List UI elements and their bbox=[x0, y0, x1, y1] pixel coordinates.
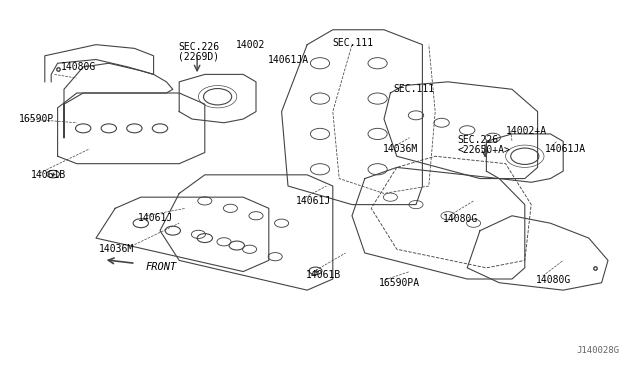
Text: 14061B: 14061B bbox=[31, 170, 66, 180]
Text: 14061J: 14061J bbox=[138, 213, 173, 222]
Text: <22650+A>: <22650+A> bbox=[458, 145, 511, 154]
Text: 14061JA: 14061JA bbox=[545, 144, 586, 154]
Text: 14061JA: 14061JA bbox=[268, 55, 308, 64]
Text: 14002+A: 14002+A bbox=[506, 126, 547, 136]
Text: 14036M: 14036M bbox=[99, 244, 134, 254]
Text: 14080G: 14080G bbox=[61, 62, 96, 72]
Text: 14080G: 14080G bbox=[536, 275, 572, 285]
Text: 16590PA: 16590PA bbox=[379, 279, 420, 288]
Text: SEC.226: SEC.226 bbox=[178, 42, 219, 51]
Text: 14061J: 14061J bbox=[296, 196, 331, 206]
Text: 14061B: 14061B bbox=[306, 270, 341, 279]
Text: 14002: 14002 bbox=[236, 41, 265, 50]
Text: FRONT: FRONT bbox=[146, 262, 177, 272]
Text: 14080G: 14080G bbox=[443, 214, 478, 224]
Text: J140028G: J140028G bbox=[576, 346, 619, 355]
Text: SEC.111: SEC.111 bbox=[394, 84, 435, 94]
Text: SEC.111: SEC.111 bbox=[333, 38, 374, 48]
Text: SEC.226: SEC.226 bbox=[458, 135, 499, 144]
Text: (2269D): (2269D) bbox=[178, 52, 219, 61]
Text: 14036M: 14036M bbox=[383, 144, 418, 154]
Text: 16590P: 16590P bbox=[19, 114, 54, 124]
